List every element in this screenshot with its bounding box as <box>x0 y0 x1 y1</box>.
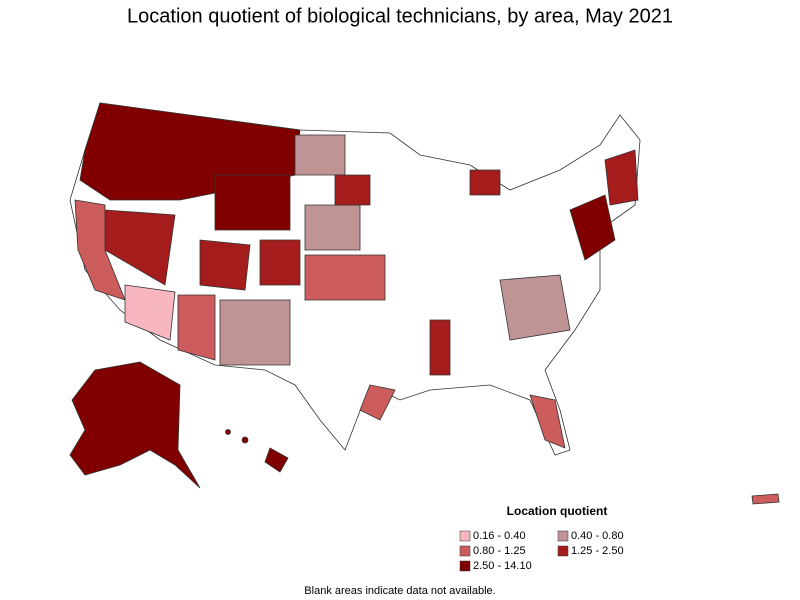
legend-swatch <box>557 545 569 557</box>
region <box>499 274 571 341</box>
note: Blank areas indicate data not available. <box>304 585 495 597</box>
legend-swatch <box>557 530 569 542</box>
hawaii <box>264 447 289 473</box>
us-map <box>69 102 780 505</box>
legend-label: 0.16 - 0.40 <box>473 530 526 542</box>
region <box>569 194 616 261</box>
region <box>259 239 301 286</box>
region <box>304 254 386 301</box>
legend-swatch <box>459 530 471 542</box>
region <box>359 384 396 421</box>
region <box>334 174 371 206</box>
region <box>604 149 639 206</box>
title: Location quotient of biological technici… <box>127 5 673 27</box>
region <box>214 174 291 231</box>
legend-label: 1.25 - 2.50 <box>571 545 624 557</box>
region <box>529 394 566 449</box>
legend-label: 0.40 - 0.80 <box>571 530 624 542</box>
legend-label: 0.80 - 1.25 <box>473 545 526 557</box>
region <box>469 169 501 196</box>
legend-title: Location quotient <box>507 504 608 518</box>
region <box>219 299 291 366</box>
region <box>294 134 346 176</box>
hawaii <box>241 436 249 444</box>
region <box>199 239 251 291</box>
hawaii <box>225 429 231 435</box>
legend: 0.16 - 0.40 0.40 - 0.80 0.80 - 1.25 1.25 - … <box>459 530 624 572</box>
region <box>177 294 216 361</box>
region <box>124 284 176 341</box>
region <box>429 319 451 376</box>
legend-label: 2.50 - 14.10 <box>473 560 532 572</box>
region <box>304 204 361 251</box>
legend-swatch <box>459 560 471 572</box>
alaska <box>69 361 201 489</box>
legend-swatch <box>459 545 471 557</box>
puerto-rico <box>751 493 780 505</box>
